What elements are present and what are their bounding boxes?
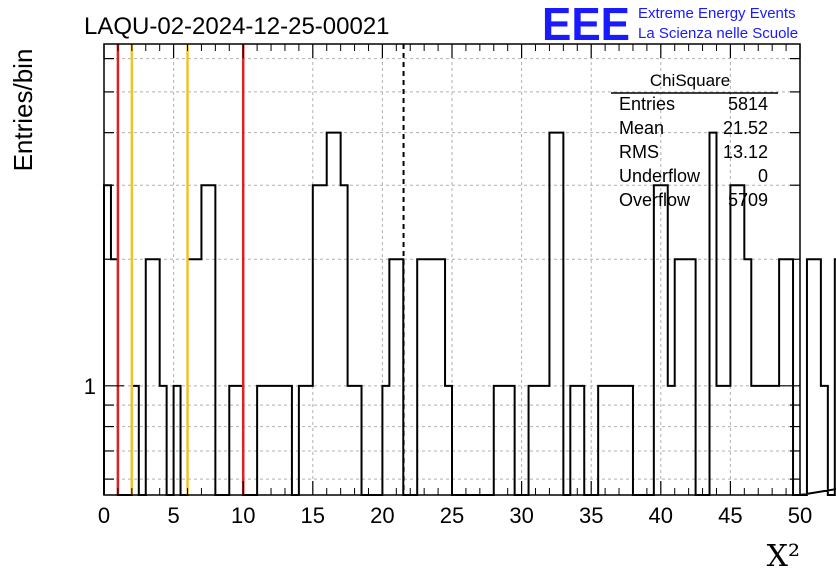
stats-title: ChiSquare xyxy=(650,71,730,90)
stats-row-value: 5814 xyxy=(728,94,768,114)
logo-line-1: Extreme Energy Events xyxy=(638,5,796,22)
x-tick-label: 35 xyxy=(579,503,603,528)
x-axis-label: X² xyxy=(767,539,800,572)
x-tick-label: 45 xyxy=(718,503,742,528)
x-tick-label: 50 xyxy=(788,503,812,528)
x-tick-label: 20 xyxy=(370,503,394,528)
eee-logo: EEE Extreme Energy Events La Scienza nel… xyxy=(542,0,798,50)
y-tick-label: 1 xyxy=(84,374,96,399)
stats-row-value: 13.12 xyxy=(723,142,768,162)
x-tick-label: 5 xyxy=(167,503,179,528)
histogram-outline xyxy=(103,131,836,496)
stats-row-label: RMS xyxy=(619,142,659,162)
stats-row-label: Underflow xyxy=(619,166,701,186)
stats-row-value: 21.52 xyxy=(723,118,768,138)
x-tick-label: 15 xyxy=(301,503,325,528)
chart-title: LAQU-02-2024-12-25-00021 xyxy=(84,13,390,40)
reference-lines xyxy=(116,44,405,495)
x-tick-label: 25 xyxy=(440,503,464,528)
stats-row-label: Entries xyxy=(619,94,675,114)
x-tick-label: 40 xyxy=(649,503,673,528)
logo-line-2: La Scienza nelle Scuole xyxy=(638,25,798,42)
stats-row-value: 0 xyxy=(758,166,768,186)
stats-row-value: 5709 xyxy=(728,190,768,210)
axes: 0 5 10 15 20 25 30 35 40 45 50 1 xyxy=(84,43,812,528)
x-tick-label: 30 xyxy=(509,503,533,528)
stats-row-label: Overflow xyxy=(619,190,691,210)
x-tick-label: 0 xyxy=(98,503,110,528)
logo-mark: EEE xyxy=(542,0,630,50)
stats-row-label: Mean xyxy=(619,118,664,138)
stats-box: ChiSquare Entries 5814 Mean 21.52 RMS 13.12 Un… xyxy=(611,71,778,210)
y-axis-label: Entries/bin xyxy=(8,49,38,172)
x-tick-label: 10 xyxy=(231,503,255,528)
histogram-bars xyxy=(103,131,836,496)
